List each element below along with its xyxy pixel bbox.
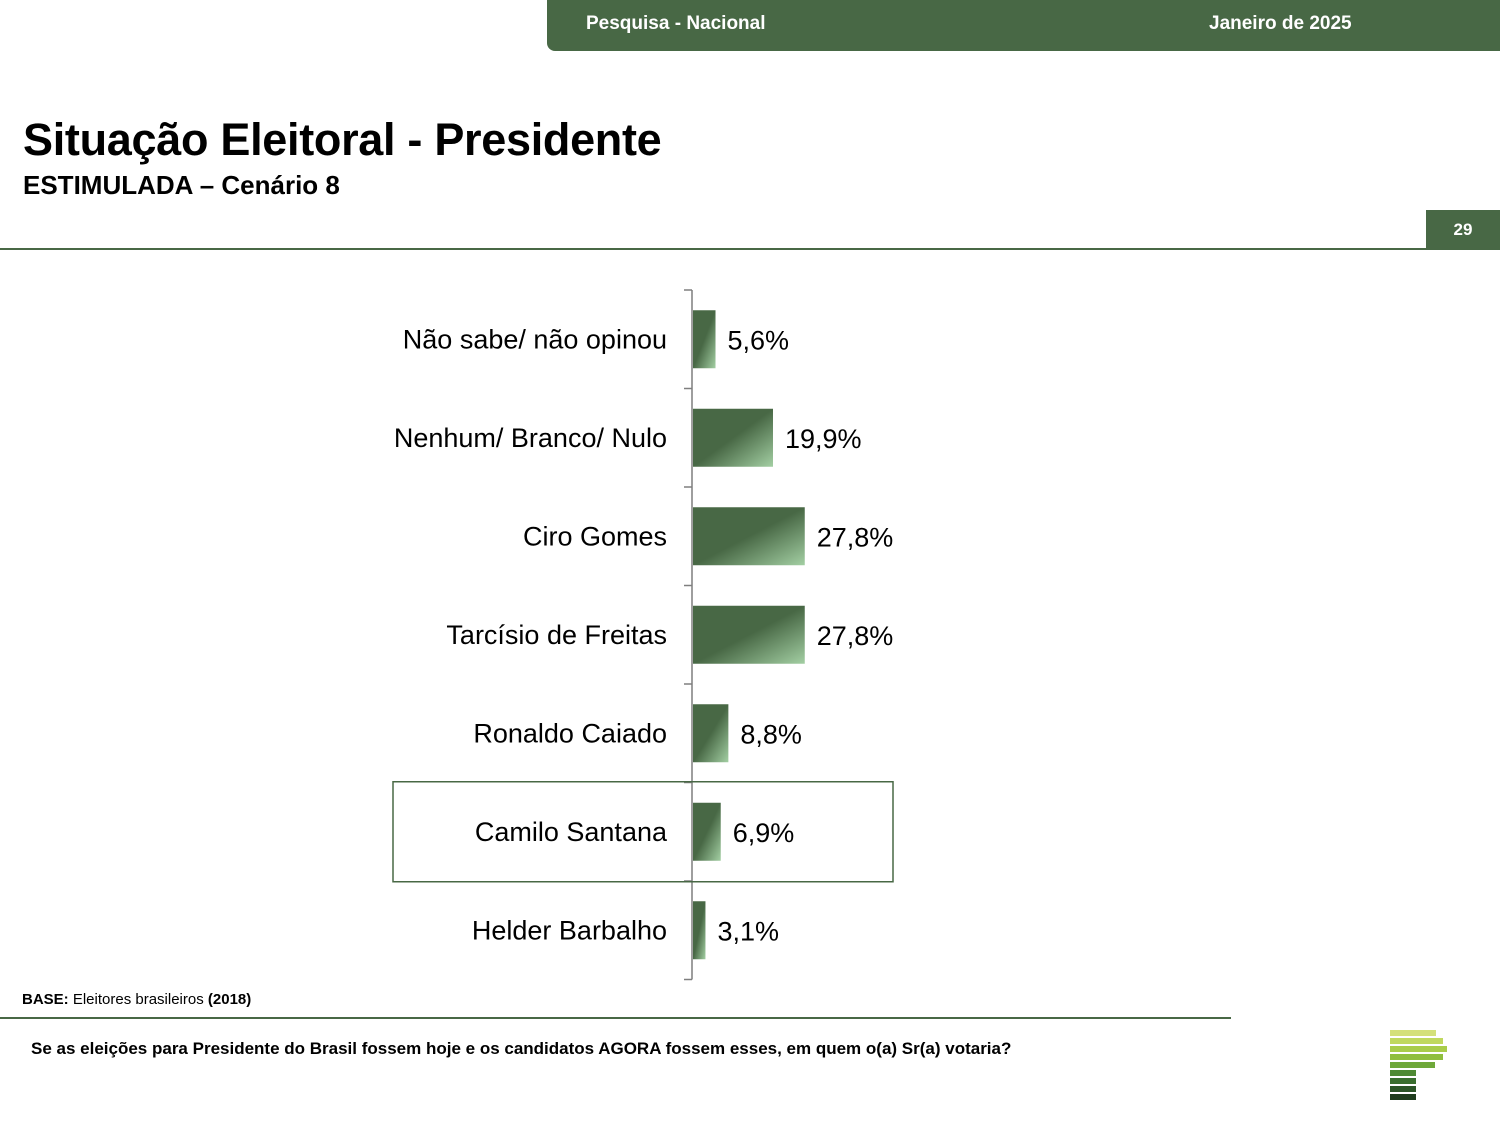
base-label: BASE: [22,991,69,1008]
bar [693,408,773,467]
category-label: Helder Barbalho [472,915,667,945]
bar [693,901,706,960]
bar [693,605,805,664]
value-label: 8,8% [740,719,802,749]
bar-chart: Não sabe/ não opinou 5,6% Nenhum/ Branco/ … [392,289,894,981]
survey-date: Janeiro de 2025 [1209,13,1352,34]
survey-name: Pesquisa - Nacional [586,13,766,34]
category-label: Não sabe/ não opinou [403,324,667,354]
highlight-box [392,781,894,883]
header-bar: Pesquisa - Nacional Janeiro de 2025 [547,0,1500,51]
bar [693,704,729,763]
top-divider [0,248,1500,250]
base-note: BASE: Eleitores brasileiros (2018) [22,991,251,1008]
base-text: Eleitores brasileiros [72,991,204,1008]
category-label: Ronaldo Caiado [473,718,667,748]
category-label: Tarcísio de Freitas [446,620,667,650]
bar [693,310,716,369]
bar [693,507,805,566]
bar [693,802,721,861]
survey-question: Se as eleições para Presidente do Brasil… [31,1039,1012,1058]
category-label: Camilo Santana [475,817,668,847]
value-label: 19,9% [785,424,862,454]
bottom-divider [0,1017,1231,1019]
category-label: Ciro Gomes [523,521,667,551]
base-year: (2018) [207,991,252,1008]
value-label: 27,8% [817,522,894,552]
value-label: 6,9% [733,818,795,848]
page-number-badge: 29 [1426,210,1500,249]
value-label: 5,6% [728,325,790,355]
page-subtitle: ESTIMULADA – Cenário 8 [23,170,340,200]
value-label: 27,8% [817,621,894,651]
page-title: Situação Eleitoral - Presidente [23,114,662,165]
brand-logo [1390,1030,1447,1100]
category-label: Nenhum/ Branco/ Nulo [394,423,667,453]
value-label: 3,1% [717,916,779,946]
